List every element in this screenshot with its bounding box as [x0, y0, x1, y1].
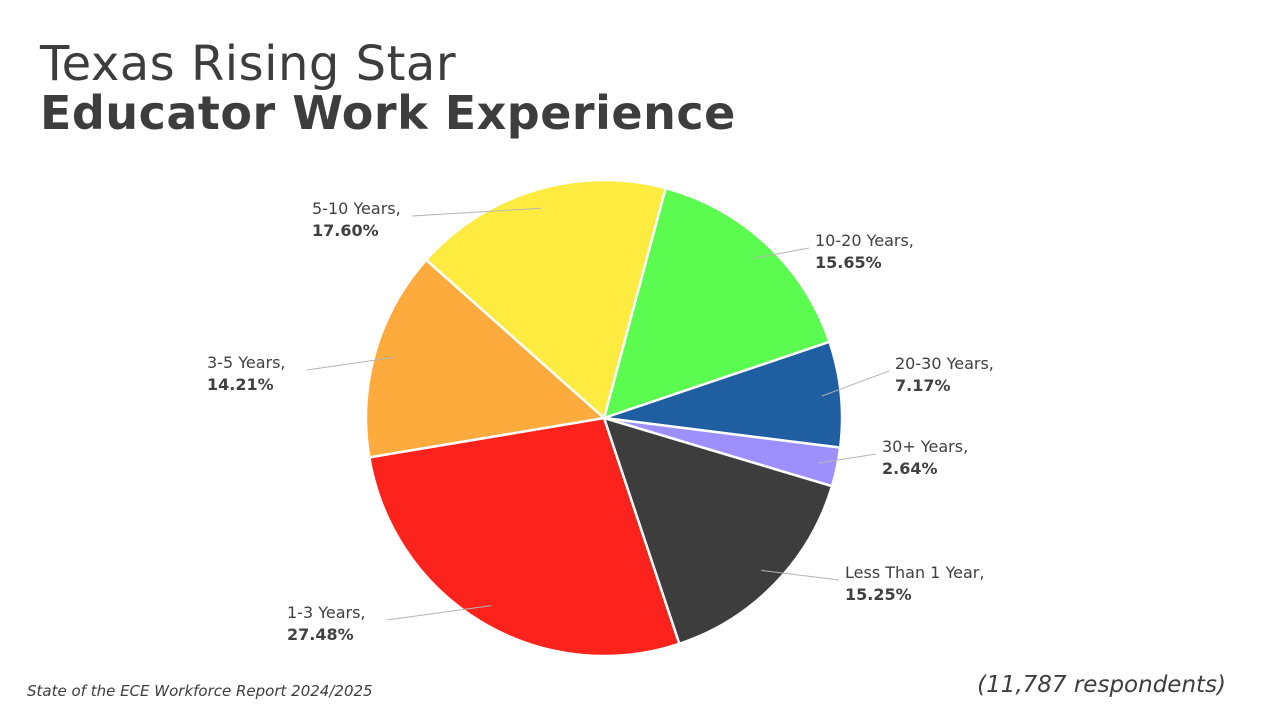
leader-line — [821, 370, 890, 397]
leader-line — [411, 207, 542, 217]
leader-line — [386, 605, 492, 621]
slice-category-label: Less Than 1 Year, — [845, 563, 984, 582]
slice-value-label: 2.64% — [882, 459, 938, 478]
leader-line — [753, 247, 810, 259]
slice-value-label: 14.21% — [207, 375, 274, 394]
slice-value-label: 7.17% — [895, 376, 951, 395]
slice-value-label: 27.48% — [287, 625, 354, 644]
pie-slice — [603, 340, 844, 450]
leader-line — [818, 453, 877, 464]
slice-value-label: 15.25% — [845, 585, 912, 604]
leader-line — [761, 569, 840, 581]
slice-value-label: 17.60% — [312, 221, 379, 240]
slice-category-label: 20-30 Years, — [895, 354, 994, 373]
slice-value-label: 15.65% — [815, 253, 882, 272]
leader-line — [306, 356, 394, 371]
slice-category-label: 3-5 Years, — [207, 353, 286, 372]
source-note: State of the ECE Workforce Report 2024/2… — [27, 682, 373, 700]
respondents-count: (11,787 respondents) — [977, 672, 1226, 698]
pie-slice — [367, 416, 681, 658]
slice-category-label: 5-10 Years, — [312, 199, 401, 218]
title-line-1: Texas Rising Star — [40, 36, 457, 92]
title-line-2: Educator Work Experience — [40, 86, 736, 140]
slice-category-label: 10-20 Years, — [815, 231, 914, 250]
slice-category-label: 30+ Years, — [882, 437, 968, 456]
pie-slice — [364, 258, 607, 459]
pie-slice — [424, 178, 668, 421]
slice-category-label: 1-3 Years, — [287, 603, 366, 622]
